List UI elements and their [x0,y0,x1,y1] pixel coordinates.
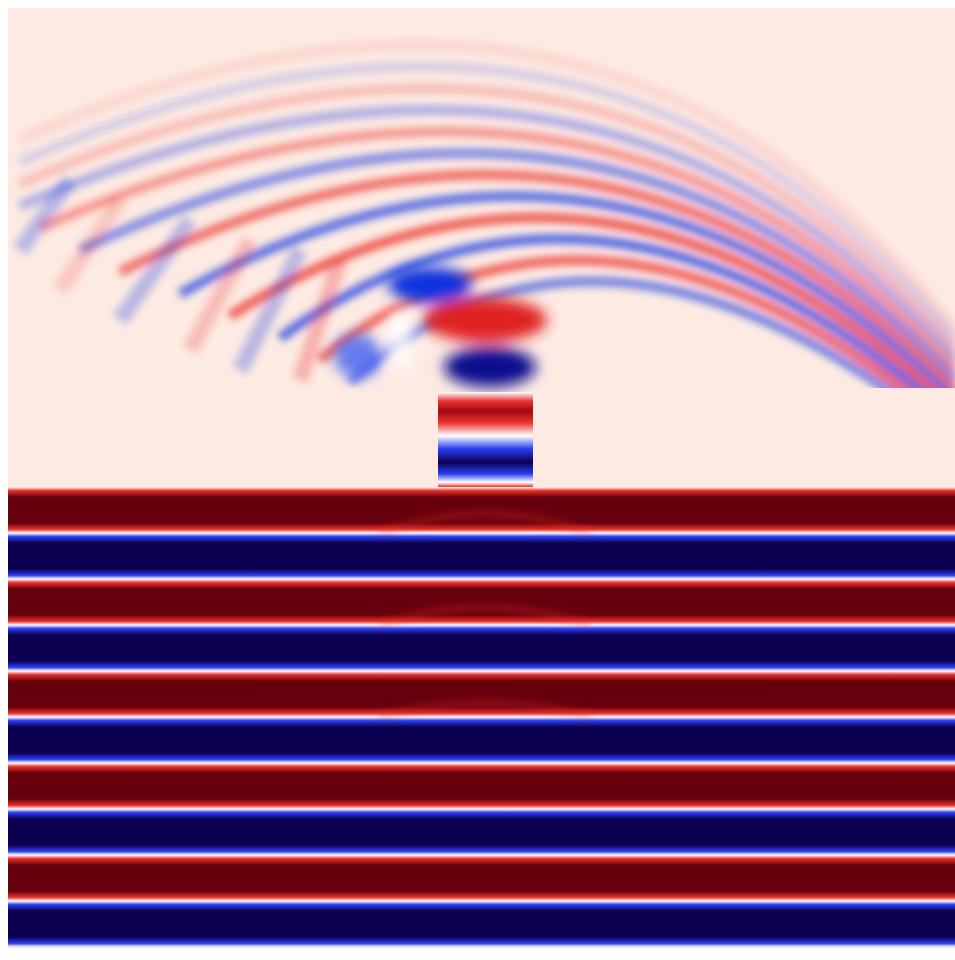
bottom-border [8,948,955,960]
slit [438,392,533,487]
standing-wave-bands [8,487,955,948]
arc-waves [13,39,955,388]
near-field-blobs [334,267,547,387]
band-distortions [379,512,591,718]
